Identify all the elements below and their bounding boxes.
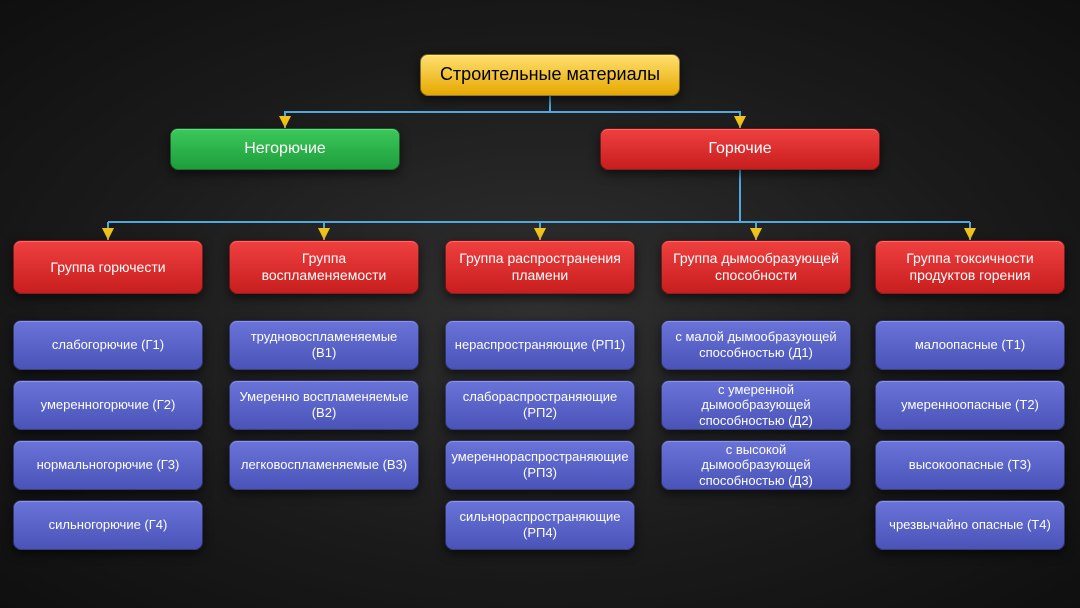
leaf-2-1: слабораспространяющие (РП2) [445, 380, 635, 430]
leaf-0-0: слабогорючие (Г1) [13, 320, 203, 370]
leaf-4-0: малоопасные (Т1) [875, 320, 1065, 370]
diagram-stage: Строительные материалы Негорючие Горючие Гр… [0, 0, 1080, 608]
leaf-4-1: умеренноопасные (Т2) [875, 380, 1065, 430]
leaf-2-0: нераспространяющие (РП1) [445, 320, 635, 370]
leaf-4-3: чрезвычайно опасные (Т4) [875, 500, 1065, 550]
leaf-3-2: с высокой дымообразующей способностью (Д… [661, 440, 851, 490]
leaf-4-2: высокоопасные (Т3) [875, 440, 1065, 490]
leaf-0-2: нормальногорючие (Г3) [13, 440, 203, 490]
leaf-1-0: трудновоспламеняемые (В1) [229, 320, 419, 370]
group-header-0: Группа горючести [13, 240, 203, 294]
category-noncombustible: Негорючие [170, 128, 400, 170]
leaf-2-3: сильнораспространяющие (РП4) [445, 500, 635, 550]
category-combustible: Горючие [600, 128, 880, 170]
group-header-3: Группа дымообразующей способности [661, 240, 851, 294]
leaf-3-1: с умеренной дымообразующей способностью … [661, 380, 851, 430]
group-header-1: Группа воспламеняемости [229, 240, 419, 294]
group-header-4: Группа токсичности продуктов горения [875, 240, 1065, 294]
leaf-3-0: с малой дымообразующей способностью (Д1) [661, 320, 851, 370]
leaf-0-3: сильногорючие (Г4) [13, 500, 203, 550]
leaf-1-1: Умеренно воспламеняемые (В2) [229, 380, 419, 430]
root-node: Строительные материалы [420, 54, 680, 96]
leaf-0-1: умеренногорючие (Г2) [13, 380, 203, 430]
leaf-2-2: умереннораспространяющие (РП3) [445, 440, 635, 490]
leaf-1-2: легковоспламеняемые (В3) [229, 440, 419, 490]
group-header-2: Группа распространения пламени [445, 240, 635, 294]
